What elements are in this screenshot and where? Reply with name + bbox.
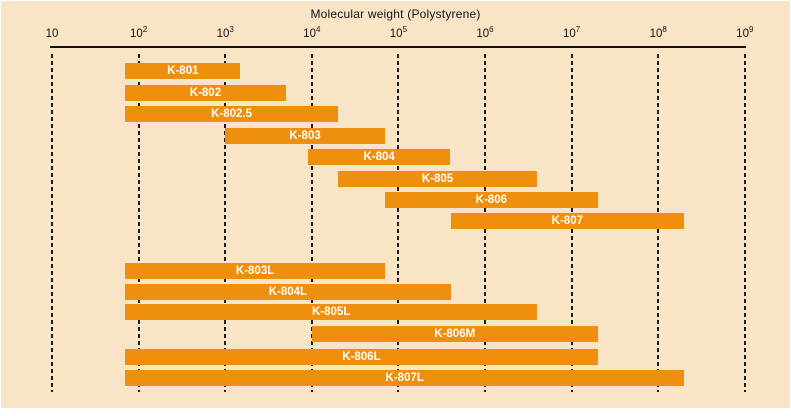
gridline-10e3	[224, 54, 227, 392]
range-bar-k-807: K-807	[450, 213, 685, 229]
range-bar-k-802.5: K-802.5	[125, 106, 338, 122]
range-bar-k-801: K-801	[125, 63, 241, 79]
bar-label-k-803l: K-803L	[235, 265, 275, 277]
bar-label-k-804l: K-804L	[268, 285, 308, 298]
range-bar-k-806: K-806	[385, 192, 598, 208]
x-tick-label-10e7: 107	[562, 25, 581, 40]
bar-label-k-806m: K-806M	[434, 328, 476, 340]
range-bar-k-807l: K-807L	[125, 369, 685, 386]
range-bar-k-803: K-803	[225, 127, 385, 144]
bar-label-k-804: K-804	[363, 151, 395, 163]
x-tick-label-10e8: 108	[649, 25, 667, 40]
bar-label-k-802: K-802	[189, 86, 222, 99]
bar-label-k-806l: K-806L	[342, 351, 381, 363]
gridline-10e5	[397, 54, 400, 392]
range-bar-k-805: K-805	[337, 171, 538, 187]
gridline-10e4	[310, 54, 313, 392]
bar-label-k-803: K-803	[289, 129, 321, 142]
bar-label-k-805: K-805	[421, 173, 454, 185]
x-tick-label-10e4: 104	[303, 25, 321, 40]
x-tick-label-10e9: 109	[736, 25, 754, 40]
gridline-10e1	[51, 54, 53, 392]
range-bar-k-802: K-802	[125, 84, 286, 101]
bar-label-k-806: K-806	[475, 194, 507, 206]
range-bar-k-804: K-804	[307, 149, 451, 165]
x-tick-label-10e5: 105	[389, 25, 408, 40]
x-axis-line	[50, 46, 746, 48]
x-tick-label-10e2: 102	[129, 25, 148, 40]
gridline-10e9	[743, 54, 746, 392]
chart-title: Molecular weight (Polystyrene)	[310, 7, 481, 21]
range-bar-k-804l: K-804L	[125, 283, 451, 300]
bar-label-k-805l: K-805L	[312, 306, 351, 318]
bar-label-k-807l: K-807L	[385, 371, 424, 384]
x-tick-label-10e1: 10	[45, 28, 59, 40]
bar-label-k-802.5: K-802.5	[211, 108, 252, 120]
bar-label-k-801: K-801	[167, 65, 199, 77]
x-tick-label-10e3: 103	[216, 25, 234, 40]
range-bar-k-806l: K-806L	[125, 349, 598, 365]
range-bar-k-803l: K-803L	[125, 263, 385, 279]
bar-label-k-807: K-807	[551, 215, 583, 227]
x-tick-label-10e6: 106	[476, 25, 494, 40]
range-bar-k-805l: K-805L	[125, 304, 538, 320]
range-bar-k-806m: K-806M	[311, 326, 598, 342]
gridline-10e2	[137, 54, 140, 392]
